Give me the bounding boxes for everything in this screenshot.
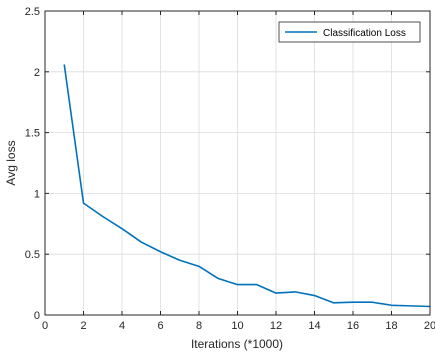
- x-tick-label: 18: [385, 320, 397, 332]
- x-tick-label: 16: [347, 320, 359, 332]
- x-tick-label: 8: [196, 320, 202, 332]
- series-line: [63, 64, 431, 308]
- series-layer: [63, 64, 431, 308]
- legend: Classification Loss: [278, 21, 421, 43]
- y-axis-label: Avg loss: [4, 140, 18, 185]
- y-tick-label: 1.5: [25, 128, 40, 140]
- y-tick-label: 0.5: [25, 249, 40, 261]
- x-tick-label: 6: [157, 320, 163, 332]
- x-axis-label: Iterations (*1000): [191, 337, 283, 351]
- x-tick-label: 10: [231, 320, 243, 332]
- x-tick-label: 0: [42, 320, 48, 332]
- x-tick-label: 4: [119, 320, 125, 332]
- y-tick-label: 1: [34, 188, 40, 200]
- axis-ticks: 0 2 4 6 8 10 12 14 16 18 20 0 0.5 1 1.5 2 2.5: [25, 6, 435, 332]
- x-tick-label: 12: [270, 320, 282, 332]
- legend-label: Classification Loss: [323, 28, 406, 39]
- y-tick-label: 0: [34, 310, 40, 322]
- x-tick-label: 14: [308, 320, 320, 332]
- x-tick-label: 20: [424, 320, 435, 332]
- y-tick-label: 2.5: [25, 6, 40, 18]
- x-tick-label: 2: [80, 320, 86, 332]
- y-tick-label: 2: [34, 67, 40, 79]
- legend-box: [278, 21, 421, 43]
